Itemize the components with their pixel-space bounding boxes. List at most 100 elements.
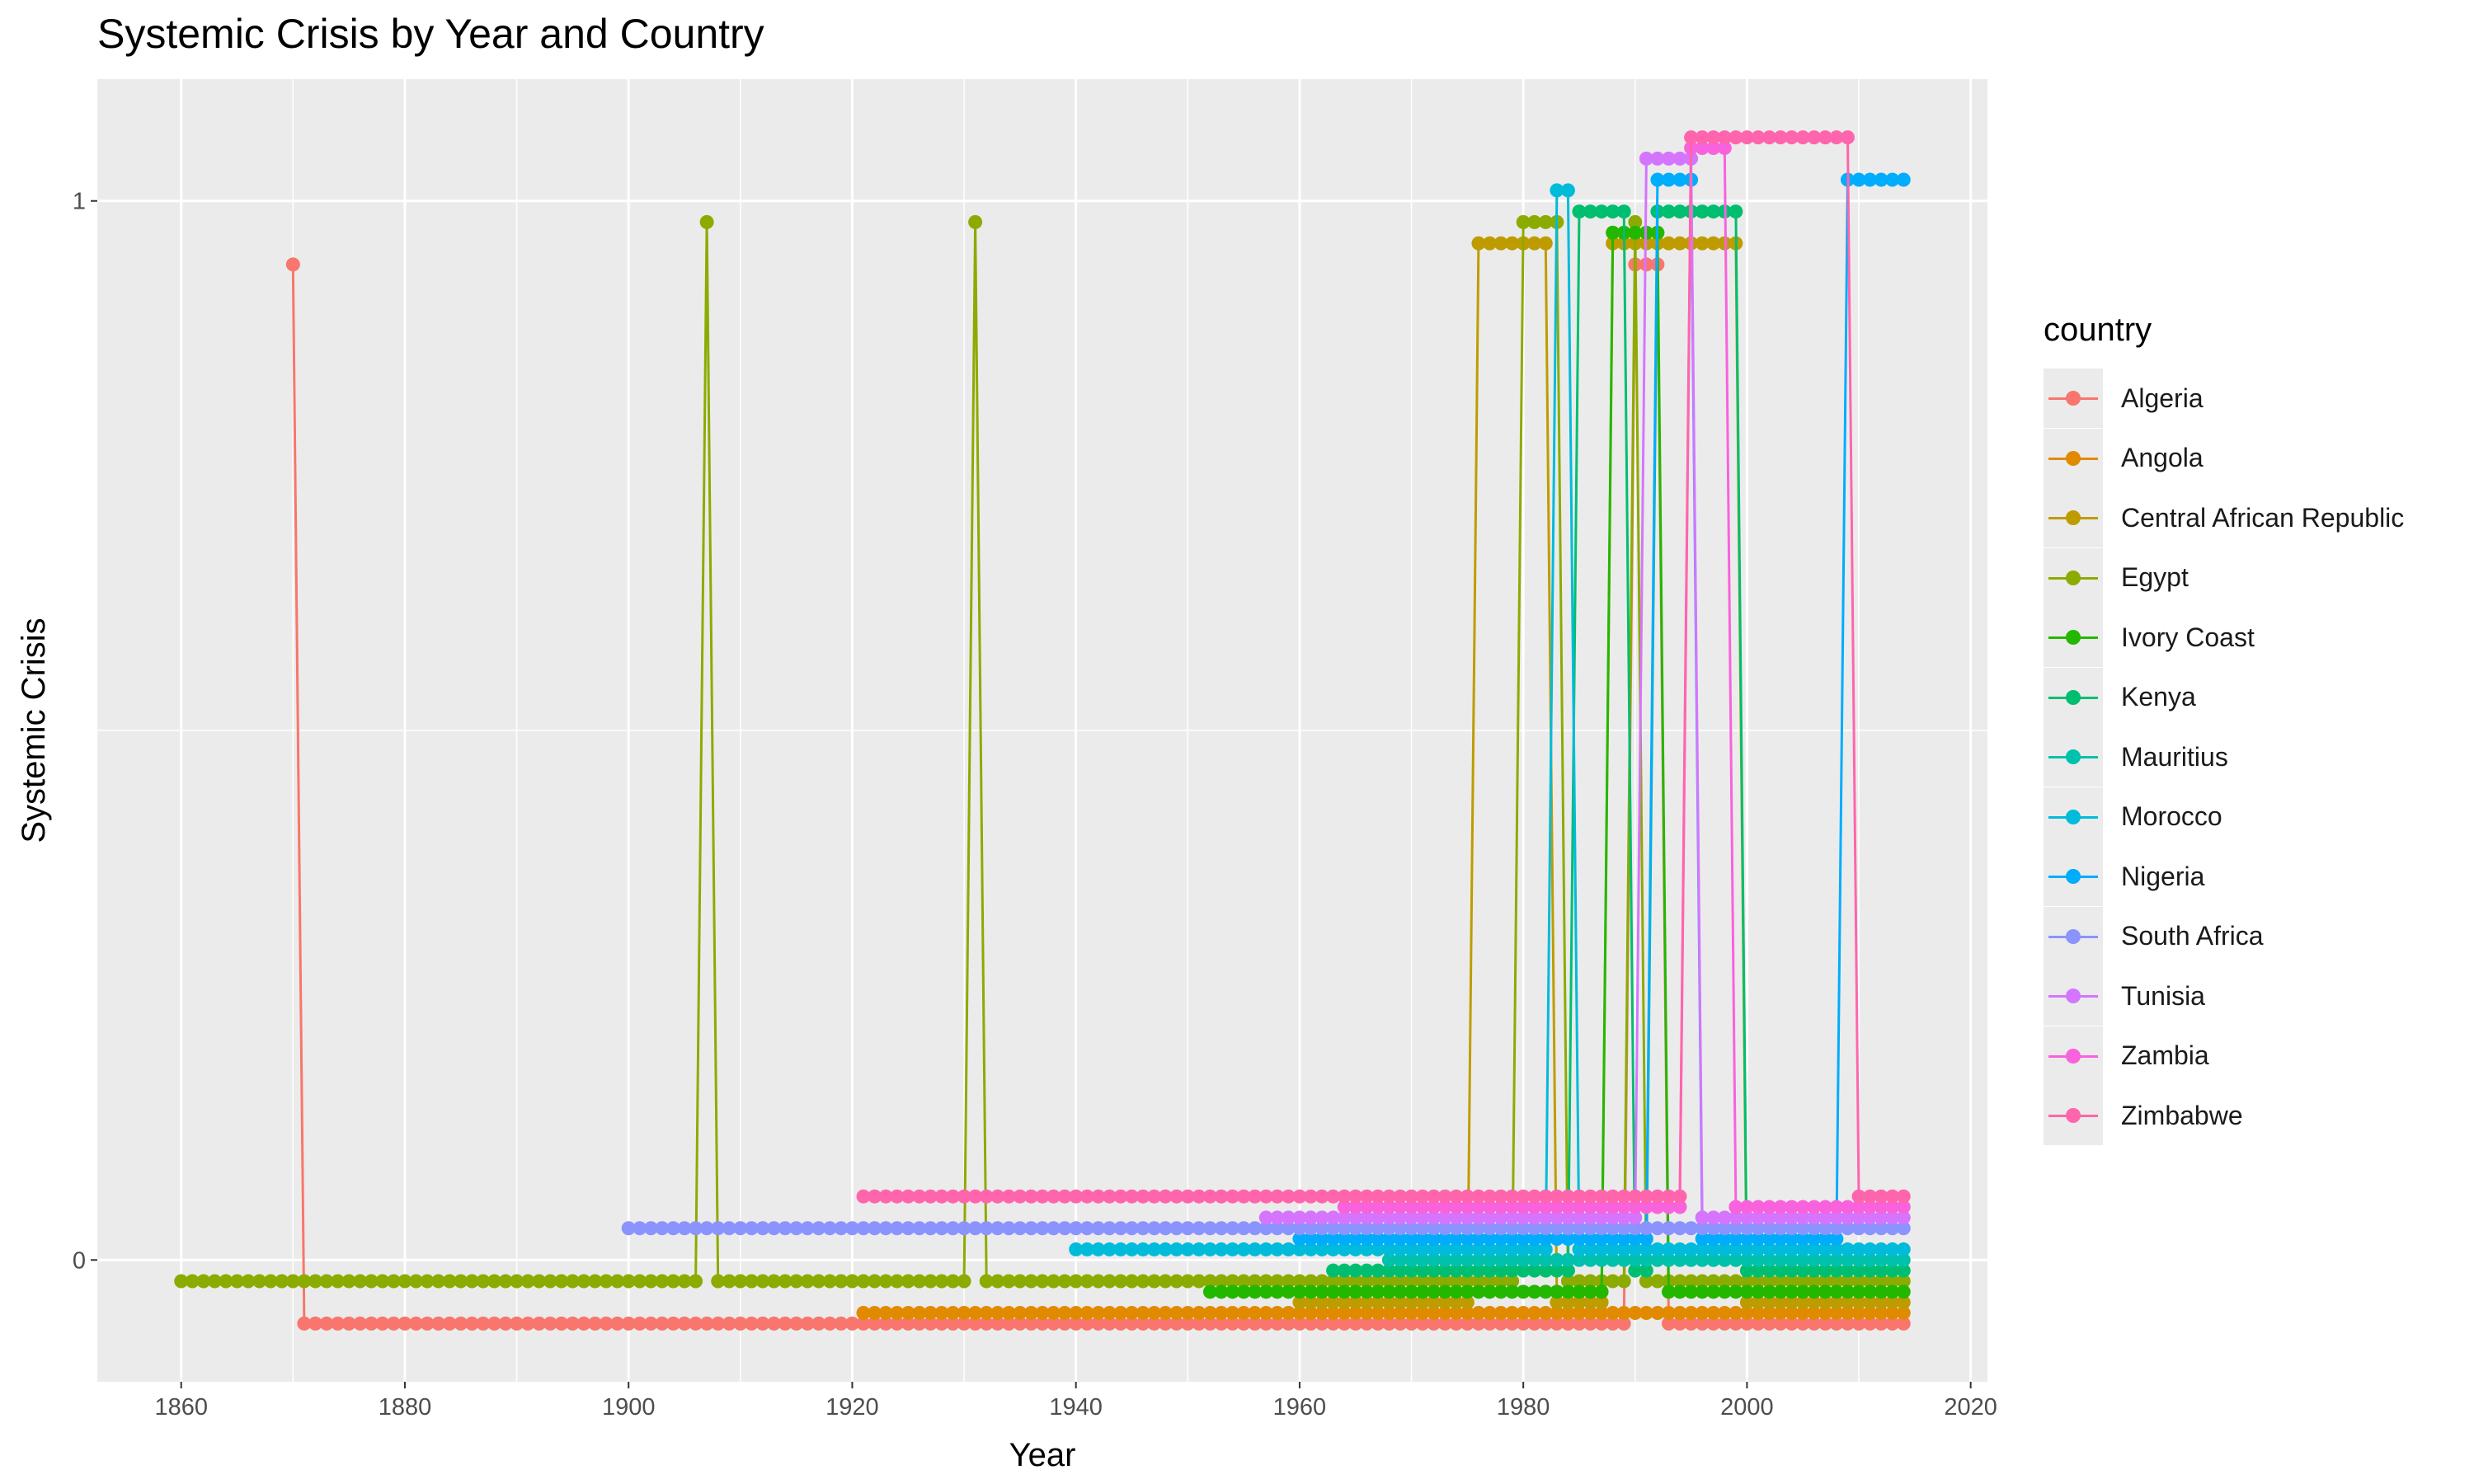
data-point: [1829, 130, 1844, 145]
data-point: [811, 1316, 826, 1331]
legend-item-mauritius: Mauritius: [2044, 727, 2404, 787]
data-point: [934, 1316, 949, 1331]
data-point: [1449, 1189, 1464, 1204]
data-point: [520, 1316, 535, 1331]
data-point: [1202, 1221, 1217, 1236]
data-point: [1829, 1242, 1844, 1256]
data-point: [341, 1316, 356, 1331]
data-point: [1505, 1200, 1520, 1214]
data-point: [1583, 1189, 1598, 1204]
data-point: [1594, 1316, 1609, 1331]
data-point: [1672, 1200, 1687, 1214]
data-point: [968, 1306, 983, 1321]
data-point: [1706, 204, 1721, 219]
data-point: [1560, 1232, 1575, 1247]
data-point: [532, 1274, 547, 1289]
data-point: [1650, 1306, 1665, 1321]
data-point: [1874, 1306, 1888, 1321]
data-point: [1427, 1189, 1442, 1204]
data-point: [1158, 1274, 1173, 1289]
data-point: [1315, 1242, 1329, 1256]
data-point: [498, 1316, 513, 1331]
data-point: [1594, 1252, 1609, 1267]
data-point: [979, 1221, 994, 1236]
data-point: [1807, 1263, 1822, 1278]
data-point: [1337, 1200, 1352, 1214]
data-point: [1785, 1232, 1799, 1247]
data-point: [677, 1221, 692, 1236]
data-point: [1795, 1274, 1810, 1289]
data-point: [1381, 1295, 1396, 1310]
data-point: [1158, 1306, 1173, 1321]
data-point: [1158, 1316, 1173, 1331]
data-point: [1874, 1274, 1888, 1289]
data-point: [1449, 1232, 1464, 1247]
data-point: [1471, 1210, 1486, 1225]
data-point: [1863, 172, 1878, 187]
data-point: [1785, 1284, 1799, 1299]
data-point: [1795, 1306, 1810, 1321]
data-point: [1516, 1210, 1531, 1225]
data-point: [1393, 1189, 1408, 1204]
data-point: [1415, 1284, 1430, 1299]
data-point: [1460, 1306, 1475, 1321]
data-point: [1785, 1242, 1799, 1256]
data-point: [1885, 1200, 1900, 1214]
data-point: [1236, 1242, 1251, 1256]
data-point: [868, 1274, 882, 1289]
data-point: [1437, 1189, 1452, 1204]
data-point: [1281, 1210, 1296, 1225]
data-point: [1225, 1274, 1240, 1289]
legend-item-angola: Angola: [2044, 428, 2404, 489]
data-point: [822, 1316, 837, 1331]
data-point: [1359, 1221, 1374, 1236]
data-point: [778, 1221, 793, 1236]
data-point: [1661, 172, 1676, 187]
data-point: [1885, 1316, 1900, 1331]
data-point: [1840, 1200, 1855, 1214]
data-point: [711, 1274, 726, 1289]
data-point: [1348, 1242, 1363, 1256]
data-point: [1818, 1200, 1832, 1214]
data-point: [1639, 1242, 1653, 1256]
data-point: [1550, 1232, 1564, 1247]
data-point: [1180, 1221, 1195, 1236]
data-point: [1807, 1274, 1822, 1289]
data-point: [1147, 1316, 1162, 1331]
data-point: [1505, 1189, 1520, 1204]
data-point: [1248, 1274, 1263, 1289]
legend-key-dot: [2066, 809, 2081, 824]
legend: country Algeria Angola Central African Rep…: [2044, 312, 2404, 1146]
data-point: [1550, 1252, 1564, 1267]
data-point: [1471, 1252, 1486, 1267]
legend-item-egypt: Egypt: [2044, 547, 2404, 608]
data-point: [1404, 1232, 1419, 1247]
data-point: [1270, 1242, 1285, 1256]
data-point: [1684, 1242, 1699, 1256]
data-point: [1326, 1284, 1341, 1299]
data-point: [946, 1221, 961, 1236]
data-point: [1706, 1242, 1721, 1256]
legend-item-zimbabwe: Zimbabwe: [2044, 1086, 2404, 1146]
data-point: [1550, 1306, 1564, 1321]
data-point: [1572, 1221, 1587, 1236]
data-point: [1695, 140, 1710, 155]
series-tunisia: [1258, 151, 1911, 1225]
legend-key: [2044, 847, 2103, 907]
data-point: [1281, 1189, 1296, 1204]
data-point: [275, 1274, 289, 1289]
legend-key: [2044, 1026, 2103, 1086]
data-point: [1650, 1189, 1665, 1204]
data-point: [1896, 1306, 1911, 1321]
data-point: [711, 1221, 726, 1236]
data-point: [1672, 1284, 1687, 1299]
data-point: [912, 1221, 927, 1236]
data-point: [1348, 1295, 1363, 1310]
x-axis-title: Year: [1009, 1437, 1076, 1473]
data-point: [1594, 1221, 1609, 1236]
data-point: [1192, 1306, 1206, 1321]
data-point: [1035, 1189, 1050, 1204]
data-point: [1572, 1284, 1587, 1299]
data-point: [890, 1306, 905, 1321]
data-point: [1404, 1210, 1419, 1225]
